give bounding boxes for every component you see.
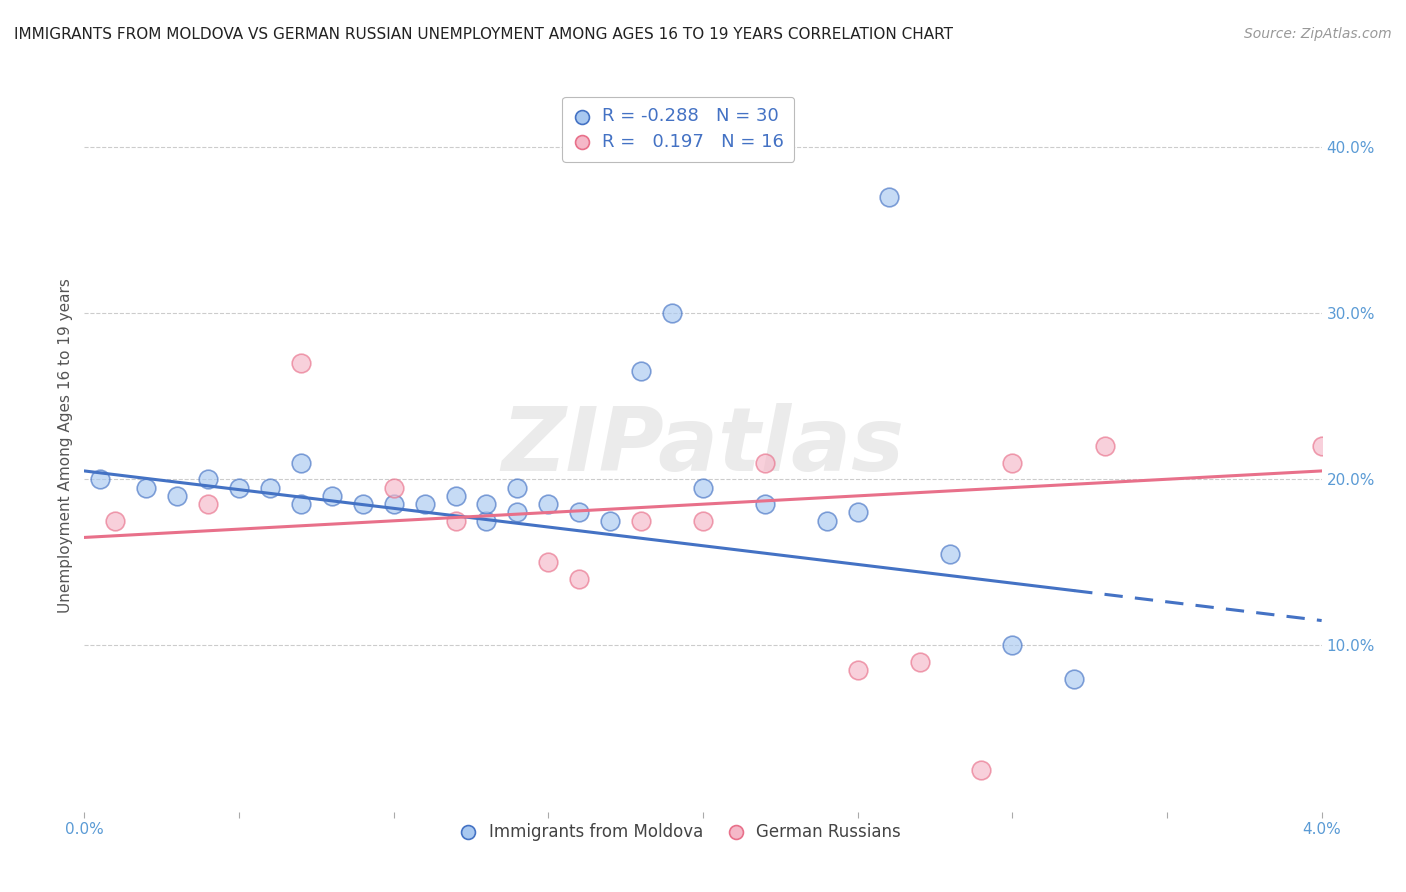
Point [166,489,188,503]
Point [89,472,111,486]
Point [197,472,219,486]
Point [568,506,591,520]
Text: Source: ZipAtlas.com: Source: ZipAtlas.com [1244,27,1392,41]
Point [908,655,931,669]
Point [382,481,405,495]
Point [630,514,652,528]
Point [352,497,374,511]
Point [259,481,281,495]
Point [444,489,467,503]
Point [506,506,529,520]
Point [104,514,127,528]
Point [1063,672,1085,686]
Legend: Immigrants from Moldova, German Russians: Immigrants from Moldova, German Russians [449,816,908,847]
Point [815,514,838,528]
Point [475,497,498,511]
Point [754,456,776,470]
Point [135,481,157,495]
Point [661,306,683,320]
Point [846,506,869,520]
Point [290,456,312,470]
Point [537,497,560,511]
Point [290,356,312,370]
Point [970,763,993,777]
Point [321,489,343,503]
Point [1094,439,1116,453]
Text: IMMIGRANTS FROM MOLDOVA VS GERMAN RUSSIAN UNEMPLOYMENT AMONG AGES 16 TO 19 YEARS: IMMIGRANTS FROM MOLDOVA VS GERMAN RUSSIA… [14,27,953,42]
Point [568,572,591,586]
Point [1001,639,1024,653]
Point [630,364,652,378]
Point [506,481,529,495]
Point [1001,456,1024,470]
Point [475,514,498,528]
Point [537,555,560,569]
Point [197,497,219,511]
Point [599,514,621,528]
Y-axis label: Unemployment Among Ages 16 to 19 years: Unemployment Among Ages 16 to 19 years [58,278,73,614]
Point [754,497,776,511]
Point [877,189,900,203]
Point [413,497,436,511]
Point [939,547,962,561]
Point [382,497,405,511]
Point [692,481,714,495]
Point [846,664,869,678]
Point [228,481,250,495]
Point [692,514,714,528]
Text: ZIPatlas: ZIPatlas [502,402,904,490]
Point [290,497,312,511]
Point [444,514,467,528]
Point [1310,439,1333,453]
